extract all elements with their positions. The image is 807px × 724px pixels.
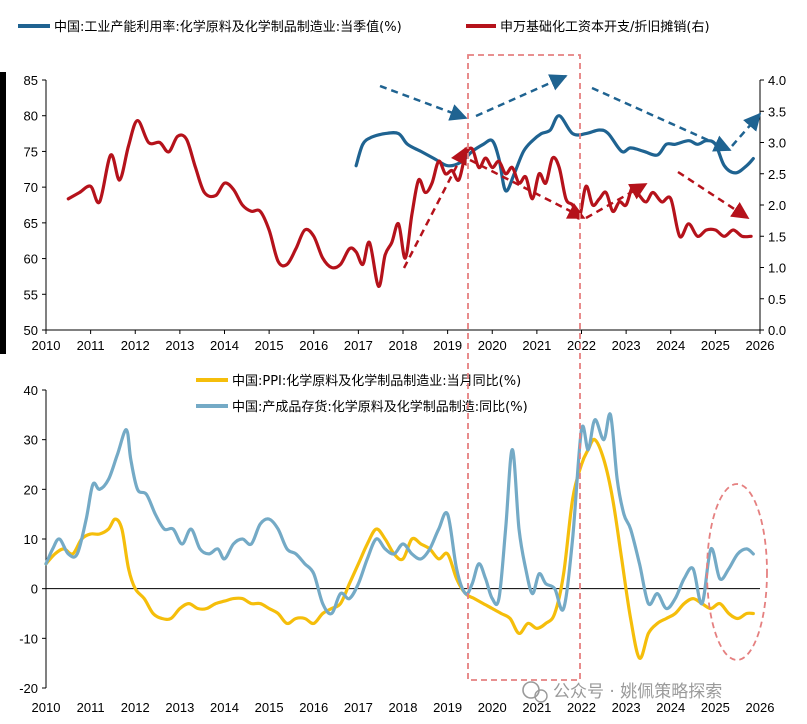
bottom-y-tick-label: -10 <box>19 631 38 646</box>
bottom-x-tick-label: 2017 <box>344 700 373 715</box>
bottom-y-tick-label: -20 <box>19 681 38 696</box>
arrow-capacity-down <box>379 84 468 121</box>
top-x-tick-label: 2019 <box>433 338 462 353</box>
top-x-tick-label: 2025 <box>701 338 730 353</box>
bottom-x-tick-label: 2019 <box>433 700 462 715</box>
top-x-tick-label: 2024 <box>656 338 685 353</box>
top-x-tick-label: 2010 <box>32 338 61 353</box>
top-right-y-tick-label: 0.5 <box>768 292 786 307</box>
bottom-x-tick-label: 2023 <box>612 700 641 715</box>
highlight-box-2019-2022 <box>467 54 581 681</box>
wechat-icon-bubble <box>534 689 548 703</box>
top-right-y-tick-label: 1.5 <box>768 229 786 244</box>
top-left-y-tick-label: 75 <box>24 144 38 159</box>
bottom-y-tick-label: 30 <box>24 433 38 448</box>
top-left-y-tick-label: 60 <box>24 252 38 267</box>
top-right-y-tick-label: 2.0 <box>768 198 786 213</box>
top-chart-panel: 中国:工业产能利用率:化学原料及化学制品制造业:当季值(%) 申万基础化工资本开… <box>18 19 786 353</box>
bottom-legend-label-inventory: 中国:产成品存货:化学原料及化学制品制造:同比(%) <box>232 399 528 415</box>
bottom-legend-label-ppi: 中国:PPI:化学原料及化学制品制造业:当月同比(%) <box>232 373 521 389</box>
arrow-capex-fall <box>469 158 586 220</box>
top-x-tick-label: 2026 <box>746 338 775 353</box>
bottom-y-tick-label: 10 <box>24 532 38 547</box>
watermark-text: 公众号 · 姚佩策略探索 <box>553 682 722 702</box>
bottom-x-tick-label: 2021 <box>522 700 551 715</box>
top-x-tick-label: 2011 <box>77 338 105 353</box>
highlight-ellipse-2025 <box>706 483 768 661</box>
top-x-tick-label: 2014 <box>210 338 239 353</box>
top-left-y-tick-label: 65 <box>24 216 38 231</box>
bottom-x-tick-label: 2012 <box>121 700 150 715</box>
bottom-x-tick-label: 2011 <box>77 700 105 715</box>
bottom-legend: 中国:PPI:化学原料及化学制品制造业:当月同比(%) 中国:产成品存货:化学原… <box>196 373 528 415</box>
top-x-tick-label: 2023 <box>612 338 641 353</box>
top-axes <box>45 80 761 331</box>
bottom-x-tick-label: 2013 <box>165 700 194 715</box>
watermark: 公众号 · 姚佩策略探索 <box>522 681 722 703</box>
bottom-x-tick-label: 2014 <box>210 700 239 715</box>
bottom-x-tick-label: 2025 <box>701 700 730 715</box>
top-x-tick-label: 2018 <box>389 338 418 353</box>
top-left-y-tick-label: 85 <box>24 73 38 88</box>
top-ticks: 2010 2011 2012 2013 2014 2015 2016 2017 2018 2019… <box>24 73 787 353</box>
top-x-tick-label: 2013 <box>165 338 194 353</box>
top-right-y-tick-label: 1.0 <box>768 261 786 276</box>
bottom-y-tick-label: 20 <box>24 482 38 497</box>
top-left-y-tick-label: 80 <box>24 109 38 124</box>
bottom-y-tick-label: 0 <box>31 582 38 597</box>
top-right-y-tick-label: 3.5 <box>768 104 786 119</box>
bottom-x-tick-label: 2020 <box>478 700 507 715</box>
top-series-group <box>66 114 755 288</box>
bottom-x-tick-label: 2026 <box>746 700 775 715</box>
bottom-ticks: -20 -10 0 10 20 30 40 2010 2011 2012 2013 2014 2015 2… <box>19 383 774 715</box>
arrow-capacity-up <box>475 74 568 118</box>
top-x-tick-label: 2017 <box>344 338 373 353</box>
series-line-inventory <box>44 412 755 616</box>
top-right-y-tick-label: 0.0 <box>768 323 786 338</box>
top-x-tick-label: 2021 <box>522 338 551 353</box>
top-left-y-tick-label: 70 <box>24 180 38 195</box>
top-legend-label-capacity: 中国:工业产能利用率:化学原料及化学制品制造业:当季值(%) <box>54 19 402 35</box>
top-right-y-tick-label: 4.0 <box>768 73 786 88</box>
top-legend-label-capex: 申万基础化工资本开支/折旧摊销(右) <box>500 20 710 35</box>
arrow-capacity-decline <box>591 86 732 152</box>
wechat-icon <box>522 681 540 699</box>
top-x-tick-label: 2015 <box>255 338 284 353</box>
bottom-x-tick-label: 2018 <box>389 700 418 715</box>
top-x-tick-label: 2016 <box>299 338 328 353</box>
series-line-capacity-utilization <box>354 114 755 193</box>
top-legend: 中国:工业产能利用率:化学原料及化学制品制造业:当季值(%) 申万基础化工资本开… <box>18 19 710 35</box>
bottom-series-group <box>44 412 755 660</box>
arrow-capex-recent-fall <box>677 170 750 220</box>
left-edge-strip <box>0 72 6 354</box>
series-line-ppi <box>44 437 755 660</box>
arrow-capacity-rebound <box>731 112 762 147</box>
bottom-x-tick-label: 2016 <box>299 700 328 715</box>
top-x-tick-label: 2012 <box>121 338 150 353</box>
bottom-x-tick-label: 2022 <box>567 700 596 715</box>
top-right-y-tick-label: 2.5 <box>768 167 786 182</box>
top-left-y-tick-label: 55 <box>24 287 38 302</box>
top-x-tick-label: 2020 <box>478 338 507 353</box>
top-left-y-tick-label: 50 <box>24 323 38 338</box>
bottom-x-tick-label: 2010 <box>32 700 61 715</box>
bottom-x-tick-label: 2024 <box>656 700 685 715</box>
bottom-chart-panel: 中国:PPI:化学原料及化学制品制造业:当月同比(%) 中国:产成品存货:化学原… <box>19 373 774 715</box>
bottom-x-tick-label: 2015 <box>255 700 284 715</box>
bottom-y-tick-label: 40 <box>24 383 38 398</box>
top-x-tick-label: 2022 <box>567 338 596 353</box>
top-right-y-tick-label: 3.0 <box>768 136 786 151</box>
top-annotations <box>379 74 762 269</box>
arrow-capex-rise <box>402 146 468 269</box>
